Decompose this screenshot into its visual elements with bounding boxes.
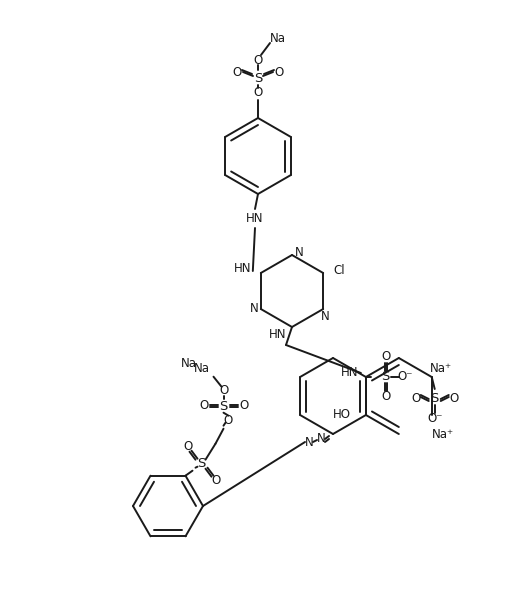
Text: S: S — [197, 457, 206, 470]
Text: HN: HN — [269, 329, 287, 342]
Text: Na: Na — [270, 32, 286, 45]
Text: O: O — [199, 399, 208, 412]
Text: O: O — [411, 392, 420, 404]
Text: HO: HO — [333, 409, 351, 422]
Text: O: O — [224, 414, 233, 427]
Text: S: S — [219, 400, 228, 413]
Text: HN: HN — [341, 367, 358, 379]
Text: HN: HN — [234, 263, 252, 276]
Text: Na: Na — [180, 357, 196, 370]
Text: Na⁺: Na⁺ — [432, 428, 454, 442]
Text: N: N — [305, 436, 313, 448]
Text: Cl: Cl — [333, 265, 345, 277]
Text: O⁻: O⁻ — [427, 412, 442, 425]
Text: N: N — [294, 246, 303, 260]
Text: N: N — [317, 433, 326, 445]
Text: O: O — [219, 384, 228, 397]
Text: N: N — [250, 302, 258, 315]
Text: HN: HN — [246, 211, 264, 224]
Text: S: S — [254, 71, 262, 84]
Text: O: O — [275, 65, 283, 78]
Text: O: O — [239, 399, 248, 412]
Text: O: O — [211, 474, 220, 487]
Text: O: O — [449, 392, 458, 404]
Text: O: O — [253, 54, 263, 67]
Text: O: O — [232, 65, 242, 78]
Text: N: N — [321, 310, 330, 323]
Text: O: O — [381, 390, 391, 403]
Text: Na⁺: Na⁺ — [430, 362, 452, 376]
Text: S: S — [430, 392, 439, 406]
Text: Na: Na — [193, 362, 209, 375]
Text: O: O — [253, 87, 263, 100]
Text: O: O — [183, 440, 192, 453]
Text: S: S — [381, 370, 389, 384]
Text: O: O — [381, 351, 391, 364]
Text: O⁻: O⁻ — [397, 370, 413, 384]
